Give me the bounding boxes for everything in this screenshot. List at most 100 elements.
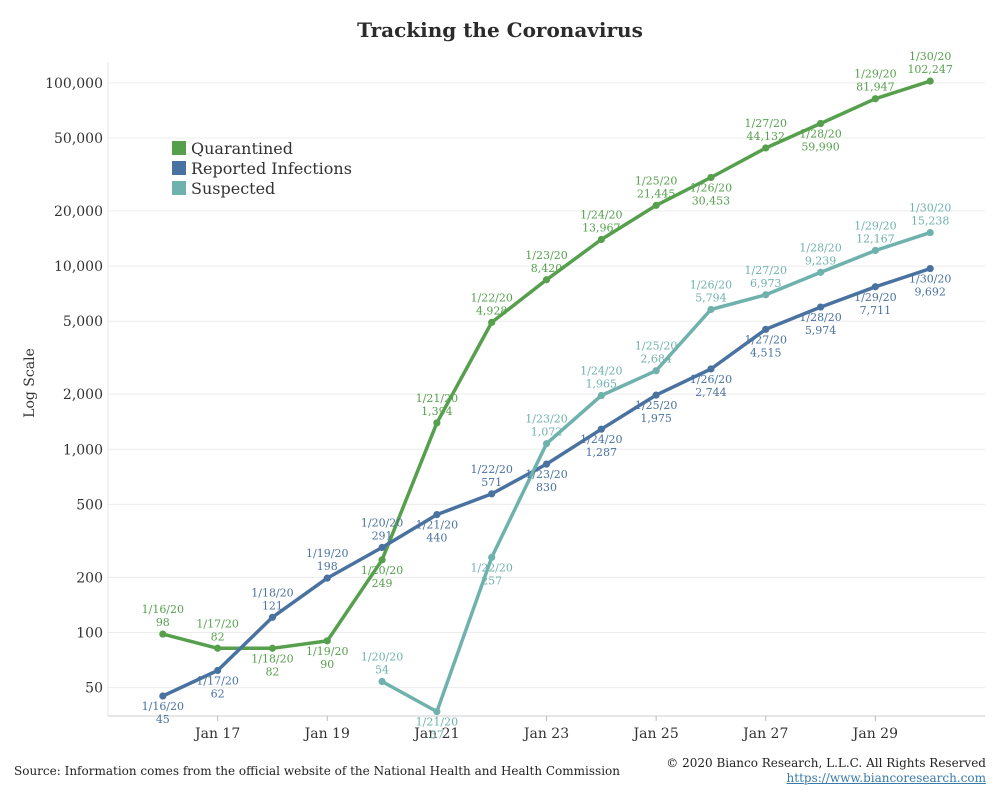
point-date-label: 1/21/20 [416,519,458,532]
data-point [597,391,605,400]
y-tick-label: 10,000 [54,259,103,275]
y-tick-label: 20,000 [54,204,103,220]
point-value-label: 121 [262,599,283,612]
x-tick-label: Jan 27 [741,726,788,742]
point-value-label: 291 [372,529,393,542]
point-value-label: 440 [426,532,447,545]
data-point [707,305,715,314]
point-value-label: 62 [211,688,225,701]
point-value-label: 830 [536,481,557,494]
point-date-label: 1/17/20 [196,675,238,688]
data-point [926,77,934,85]
point-date-label: 1/18/20 [251,586,293,599]
data-point [707,365,715,373]
data-point [762,325,770,333]
point-value-label: 198 [317,560,338,573]
data-point [871,246,879,255]
data-point [816,268,825,276]
x-tick-label: Jan 21 [412,726,459,742]
y-tick-label: 100,000 [45,76,103,92]
data-point [378,543,386,552]
point-date-label: 1/17/20 [196,617,238,630]
point-date-label: 1/28/20 [799,128,841,141]
data-point [871,283,879,291]
point-date-label: 1/30/20 [909,202,951,215]
x-tick-label: Jan 25 [632,726,679,742]
legend-swatch [172,181,186,195]
data-point [597,425,605,433]
point-value-label: 2,684 [640,353,672,366]
x-tick-label: Jan 23 [522,726,569,742]
point-date-label: 1/24/20 [580,433,622,446]
point-date-label: 1/27/20 [745,264,787,277]
y-tick-label: 5,000 [63,314,103,330]
point-value-label: 2,744 [695,386,727,399]
data-point [816,303,825,311]
point-date-label: 1/21/20 [416,716,458,729]
point-date-label: 1/23/20 [525,413,567,426]
data-point [323,574,331,582]
point-date-label: 1/20/20 [361,650,403,663]
y-tick-label: 2,000 [63,387,103,403]
data-point [268,613,277,621]
point-date-label: 1/29/20 [854,291,896,304]
x-tick-label: Jan 19 [303,726,350,742]
point-value-label: 44,132 [747,130,786,143]
data-point [762,144,770,152]
data-point [871,95,879,103]
axes: 50 100 200 500 1,000 2,000 5,000 10,000 20,000 50… [45,62,985,742]
point-value-label: 81,947 [856,81,895,94]
point-date-label: 1/25/20 [635,340,677,353]
y-tick-label: 1,000 [63,442,103,458]
point-value-label: 54 [375,663,389,676]
point-date-label: 1/26/20 [690,278,732,291]
point-date-label: 1/26/20 [690,373,732,386]
point-date-label: 1/16/20 [142,603,184,616]
series-line-suspected [380,230,932,714]
data-point [542,460,551,468]
point-value-label: 12,167 [856,232,895,245]
legend-label: Reported Infections [191,159,352,178]
point-value-label: 82 [265,665,279,678]
legend-swatch [172,161,186,175]
point-value-label: 6,973 [750,277,782,290]
point-value-label: 571 [481,476,502,489]
gridlines [108,82,985,689]
data-point [488,553,496,561]
series-layer [159,77,934,716]
source-note: Source: Information comes from the offic… [14,764,620,778]
website-link[interactable]: https://www.biancoresearch.com [786,771,986,785]
data-point [433,707,441,716]
point-value-label: 249 [372,577,393,590]
point-value-label: 45 [156,713,170,726]
data-point [488,490,496,498]
point-date-label: 1/19/20 [306,645,348,658]
point-date-label: 1/18/20 [251,652,293,665]
y-tick-label: 100 [76,625,103,641]
point-value-label: 9,239 [805,254,837,267]
point-value-label: 1,287 [586,446,618,459]
point-value-label: 13,967 [582,221,621,234]
point-date-label: 1/24/20 [580,208,622,221]
legend-label: Suspected [191,179,275,198]
point-date-label: 1/29/20 [854,68,896,81]
point-date-label: 1/20/20 [361,564,403,577]
point-value-label: 7,711 [860,304,892,317]
legend-label: Quarantined [191,139,293,158]
data-point [926,228,934,237]
x-tick-label: Jan 29 [851,726,898,742]
point-date-label: 1/28/20 [799,311,841,324]
data-point [159,630,167,638]
point-date-label: 1/29/20 [854,219,896,232]
point-value-label: 5,974 [805,324,837,337]
y-tick-label: 200 [76,570,103,586]
data-point [542,276,551,284]
data-point [542,440,551,448]
y-tick-label: 50 [85,681,103,697]
data-point [159,692,167,700]
point-value-label: 102,247 [907,63,953,76]
data-point [652,201,660,209]
point-value-label: 59,990 [801,141,840,154]
